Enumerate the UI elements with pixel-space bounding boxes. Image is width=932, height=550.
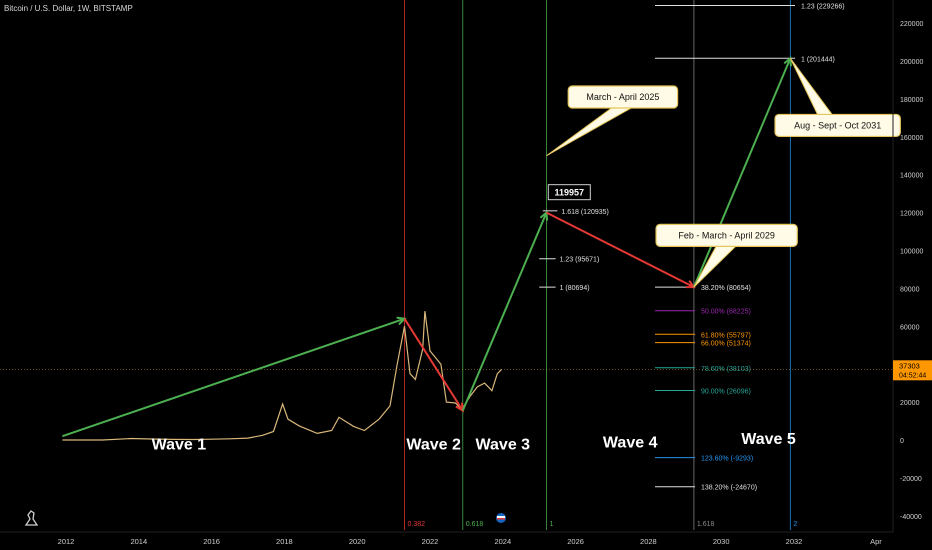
y-tick-label: 60000 — [900, 324, 920, 331]
y-tick-label: 20000 — [900, 400, 920, 407]
x-tick-label: Apr — [870, 537, 882, 546]
x-tick-label: 2026 — [567, 537, 584, 546]
x-tick-label: 2030 — [713, 537, 730, 546]
wave-line — [62, 317, 405, 438]
y-tick-label: -20000 — [900, 476, 922, 483]
wave-labels: Wave 1 Wave 2 Wave 3 Wave 4 Wave 5 119957 — [152, 184, 796, 453]
callout-box — [774, 113, 901, 138]
x-tick-label: 2016 — [203, 537, 220, 546]
wave-line — [546, 211, 695, 289]
y-tick-label: 140000 — [900, 173, 923, 180]
fib-level-label: 78.60% (38103) — [701, 366, 751, 373]
wave-label: Wave 4 — [603, 435, 658, 452]
x-tick-label: 2032 — [786, 537, 803, 546]
fib-level-label: 61.80% (55797) — [701, 332, 751, 339]
price-label-text: 119957 — [555, 188, 585, 198]
x-tick-label: 2014 — [130, 537, 147, 546]
callouts: March - April 2025 Feb - March - April 20… — [546, 57, 901, 288]
y-tick-label: 160000 — [900, 135, 923, 142]
price-label-box — [547, 184, 591, 201]
last-price-timer: 04:52:44 — [899, 372, 926, 379]
callout-text: Aug - Sept - Oct 2031 — [794, 120, 881, 130]
fib-level-label: 1.618 (120935) — [561, 209, 608, 216]
fib-level-label: 123.60% (-9293) — [701, 456, 753, 463]
fib-level-label: 1.23 (95671) — [560, 257, 600, 264]
last-price-tag-bg — [893, 360, 932, 381]
x-tick-label: 2022 — [422, 537, 439, 546]
wave-line — [692, 57, 792, 288]
fib-level-label: 1.23 (229266) — [801, 4, 845, 11]
tradingview-logo[interactable] — [24, 510, 39, 526]
x-tick-label: 2028 — [640, 537, 657, 546]
time-fib-label: 1.618 — [697, 521, 715, 528]
y-tick-label: 220000 — [900, 21, 923, 28]
callout-box — [655, 223, 798, 247]
wave-line — [403, 318, 464, 412]
time-fib-label: 0.382 — [408, 521, 426, 528]
y-tick-label: 120000 — [900, 211, 923, 218]
x-axis: 2012 2014 2016 2018 2020 2022 2024 2026 2028 2030… — [0, 531, 893, 546]
fib-levels: 1.618 (120935) 1.23 (95671) 1 (80694) 1.23 … — [539, 4, 845, 492]
fib-level-label: 138.20% (-24670) — [701, 485, 757, 492]
callout-text: March - April 2025 — [586, 92, 659, 102]
fib-level-label: 38.20% (80654) — [701, 285, 751, 292]
time-fib-vertical-lines: 0.382 0.618 1 1.618 2 — [404, 0, 797, 530]
x-tick-label: 2024 — [494, 537, 511, 546]
y-tick-label: -40000 — [900, 514, 922, 521]
earnings-flag-icon[interactable] — [496, 513, 506, 523]
fib-level-label: 90.00% (26096) — [701, 389, 751, 396]
y-tick-label: 100000 — [900, 249, 923, 256]
time-fib-label: 1 — [549, 521, 553, 528]
time-fib-label: 2 — [793, 521, 797, 528]
fib-level-label: 66.00% (51374) — [701, 341, 751, 348]
fib-level-label: 1 (80694) — [560, 285, 590, 292]
y-tick-label: 80000 — [900, 286, 920, 293]
callout-box — [567, 85, 679, 109]
callout-text: Feb - March - April 2029 — [678, 230, 775, 240]
time-fib-label: 0.618 — [466, 521, 484, 528]
y-tick-label: 180000 — [900, 97, 923, 104]
wave-line — [461, 212, 548, 412]
x-tick-label: 2012 — [58, 537, 75, 546]
last-price-tag: 37303 04:52:44 — [893, 360, 932, 381]
wave-label: Wave 3 — [476, 436, 531, 453]
wave-label: Wave 2 — [406, 436, 461, 453]
wave-label: Wave 1 — [152, 436, 207, 453]
wave-arrowhead — [455, 402, 464, 413]
y-tick-label: 0 — [900, 438, 904, 445]
wave-label: Wave 5 — [741, 431, 796, 448]
x-tick-label: 2018 — [276, 537, 293, 546]
y-tick-label: 200000 — [900, 59, 923, 66]
chart-title: Bitcoin / U.S. Dollar, 1W, BITSTAMP — [4, 4, 133, 13]
fib-level-label: 1 (201444) — [801, 56, 835, 63]
x-tick-label: 2020 — [349, 537, 366, 546]
logo-icon[interactable] — [24, 510, 39, 526]
fib-level-label: 50.00% (68225) — [701, 309, 751, 316]
last-price-value: 37303 — [899, 361, 920, 370]
wave-lines — [62, 56, 792, 438]
